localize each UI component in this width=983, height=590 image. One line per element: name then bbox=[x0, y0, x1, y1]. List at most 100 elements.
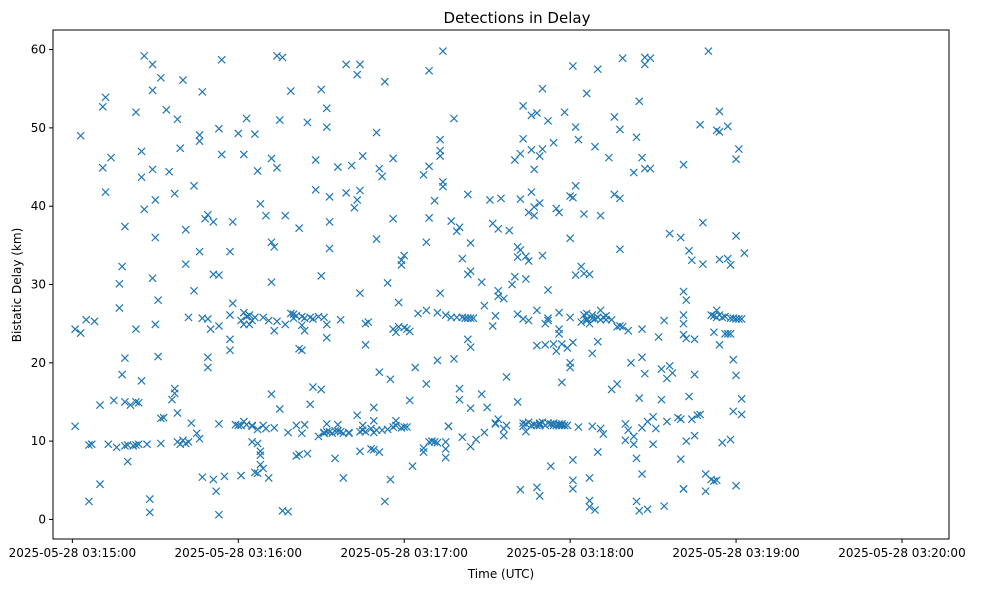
data-point bbox=[253, 439, 262, 448]
data-point bbox=[455, 223, 464, 232]
x-axis: 2025-05-28 03:15:00 2025-05-28 03:16:00 20… bbox=[9, 539, 966, 560]
data-point bbox=[173, 408, 182, 417]
data-point bbox=[383, 425, 392, 434]
data-point bbox=[494, 415, 503, 424]
data-point bbox=[527, 111, 536, 120]
data-point bbox=[154, 352, 163, 361]
data-point bbox=[372, 128, 381, 137]
data-point bbox=[261, 211, 270, 220]
data-point bbox=[433, 356, 442, 365]
data-point bbox=[618, 54, 627, 63]
data-point bbox=[734, 145, 743, 154]
data-point bbox=[732, 371, 741, 380]
data-point bbox=[549, 138, 558, 147]
data-point bbox=[317, 85, 326, 94]
data-point bbox=[499, 294, 508, 303]
data-point bbox=[441, 311, 450, 320]
data-point bbox=[444, 422, 453, 431]
data-point bbox=[737, 410, 746, 419]
data-point bbox=[148, 86, 157, 95]
data-point bbox=[256, 447, 265, 456]
data-point bbox=[297, 321, 306, 330]
data-point bbox=[524, 316, 533, 325]
data-point bbox=[148, 274, 157, 283]
data-point bbox=[546, 462, 555, 471]
data-point bbox=[679, 330, 688, 339]
data-point bbox=[632, 454, 641, 463]
data-point bbox=[543, 116, 553, 125]
data-point bbox=[521, 274, 530, 284]
data-point bbox=[679, 287, 688, 296]
data-point bbox=[339, 473, 348, 482]
data-point bbox=[156, 439, 165, 448]
data-point bbox=[613, 379, 622, 388]
data-point bbox=[140, 51, 149, 60]
data-point bbox=[696, 410, 705, 419]
data-point bbox=[104, 440, 113, 449]
data-point bbox=[369, 403, 378, 412]
data-point bbox=[319, 313, 329, 322]
data-point bbox=[95, 401, 105, 410]
data-point bbox=[115, 279, 124, 288]
data-point bbox=[369, 445, 378, 454]
data-point bbox=[284, 507, 293, 516]
data-point bbox=[577, 262, 586, 271]
data-point bbox=[170, 189, 179, 198]
data-point bbox=[563, 421, 572, 430]
data-point bbox=[173, 115, 182, 124]
data-point bbox=[239, 308, 248, 317]
data-point bbox=[314, 432, 323, 441]
data-point bbox=[682, 296, 691, 305]
data-point bbox=[333, 163, 342, 172]
y-axis-label: Bistatic Delay (km) bbox=[10, 228, 24, 343]
data-point bbox=[615, 245, 624, 254]
data-point bbox=[325, 192, 334, 201]
data-point bbox=[582, 89, 591, 98]
data-point bbox=[308, 383, 317, 392]
data-point bbox=[532, 483, 541, 492]
data-point bbox=[588, 422, 597, 431]
data-point bbox=[137, 173, 146, 182]
data-point bbox=[143, 440, 152, 449]
data-point bbox=[552, 347, 561, 356]
data-point bbox=[494, 286, 503, 295]
data-point bbox=[292, 421, 301, 430]
data-point bbox=[585, 473, 594, 482]
data-point bbox=[120, 441, 129, 450]
data-point bbox=[190, 286, 199, 295]
data-point bbox=[640, 369, 649, 378]
data-point bbox=[303, 449, 312, 458]
data-point bbox=[698, 218, 707, 227]
data-point bbox=[71, 422, 80, 431]
data-point bbox=[355, 60, 364, 69]
data-point bbox=[109, 396, 118, 405]
data-point bbox=[635, 394, 644, 403]
data-point bbox=[380, 77, 389, 86]
data-point bbox=[414, 309, 423, 318]
data-point bbox=[723, 329, 732, 338]
x-tick-label: 2025-05-28 03:16:00 bbox=[175, 546, 302, 560]
data-point bbox=[568, 484, 577, 493]
data-point bbox=[300, 326, 309, 335]
data-point bbox=[568, 193, 577, 202]
data-point bbox=[715, 107, 724, 116]
data-point bbox=[552, 204, 561, 213]
data-point bbox=[184, 437, 193, 446]
data-point bbox=[297, 429, 306, 438]
data-point bbox=[657, 395, 666, 404]
data-point bbox=[532, 306, 541, 315]
x-tick-label: 2025-05-28 03:17:00 bbox=[340, 546, 467, 560]
data-point bbox=[610, 112, 619, 121]
data-point bbox=[367, 444, 376, 453]
data-point bbox=[325, 244, 334, 253]
data-point bbox=[206, 325, 215, 334]
data-point bbox=[532, 341, 541, 350]
data-point bbox=[629, 168, 638, 177]
data-point bbox=[660, 502, 669, 511]
data-point bbox=[668, 368, 677, 378]
data-point bbox=[530, 202, 539, 211]
data-point bbox=[281, 211, 290, 220]
data-point bbox=[685, 392, 694, 401]
data-point bbox=[455, 395, 464, 404]
data-point bbox=[712, 306, 721, 315]
